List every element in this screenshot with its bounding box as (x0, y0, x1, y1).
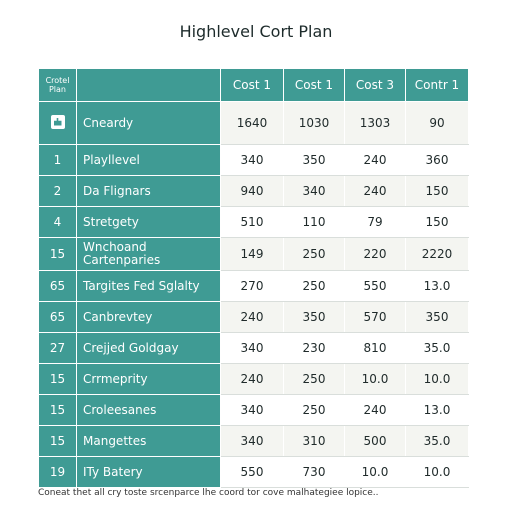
row-label: Canbrevtey (76, 301, 221, 333)
row-number: 15 (38, 237, 77, 271)
table-body: Cneardy 1640 1030 1303 90 1 Playllevel 340 350 24… (38, 101, 469, 488)
column-header[interactable]: Contr 1 (405, 68, 469, 102)
row-label: Mangettes (76, 425, 221, 457)
table-cell: 149 (220, 237, 284, 271)
table-cell: 340 (220, 425, 284, 457)
table-cell: 1303 (344, 101, 406, 145)
table-cell: 810 (344, 332, 406, 364)
table-cell: 250 (283, 237, 345, 271)
table-cell: 940 (220, 175, 284, 207)
table-cell: 13.0 (405, 270, 469, 302)
table-cell: 2220 (405, 237, 469, 271)
column-header[interactable]: Cost 1 (283, 68, 345, 102)
column-header[interactable]: Cost 3 (344, 68, 406, 102)
table-cell: 350 (283, 144, 345, 176)
row-number: 65 (38, 301, 77, 333)
table-row[interactable]: 65 Targites Fed Sglalty 270 250 550 13.0 (38, 270, 469, 302)
table-cell: 10.0 (344, 363, 406, 395)
table-cell: 110 (283, 206, 345, 238)
table-row[interactable]: 27 Crejjed Goldgay 340 230 810 35.0 (38, 332, 469, 364)
row-label: Croleesanes (76, 394, 221, 426)
table-cell: 10.0 (405, 363, 469, 395)
row-label: ITy Batery (76, 456, 221, 488)
table-row[interactable]: 2 Da Flignars 940 340 240 150 (38, 175, 469, 207)
table-cell: 240 (344, 175, 406, 207)
table-cell: 90 (405, 101, 469, 145)
row-label: Cneardy (76, 101, 221, 145)
table-row[interactable]: Cneardy 1640 1030 1303 90 (38, 101, 469, 145)
row-number (38, 101, 77, 145)
table-cell: 13.0 (405, 394, 469, 426)
row-number: 15 (38, 425, 77, 457)
table-cell: 550 (220, 456, 284, 488)
column-header[interactable]: Cost 1 (220, 68, 284, 102)
table-cell: 340 (220, 332, 284, 364)
table-cell: 340 (220, 394, 284, 426)
row-number: 4 (38, 206, 77, 238)
table-header: Crotel Plan Cost 1 Cost 1 Cost 3 Contr 1 (38, 68, 469, 102)
table-cell: 240 (344, 394, 406, 426)
table-row[interactable]: 15 Croleesanes 340 250 240 13.0 (38, 394, 469, 426)
row-number: 65 (38, 270, 77, 302)
table-cell: 230 (283, 332, 345, 364)
table-cell: 79 (344, 206, 406, 238)
table-cell: 730 (283, 456, 345, 488)
row-label: Wnchoand Cartenparies (76, 237, 221, 271)
header-corner: Crotel Plan (38, 68, 77, 102)
table-cell: 350 (283, 301, 345, 333)
table-cell: 150 (405, 206, 469, 238)
table-cell: 340 (220, 144, 284, 176)
table-row[interactable]: 65 Canbrevtey 240 350 570 350 (38, 301, 469, 333)
building-icon (50, 114, 65, 129)
table-cell: 270 (220, 270, 284, 302)
row-label: Stretgety (76, 206, 221, 238)
table-cell: 220 (344, 237, 406, 271)
table-cell: 150 (405, 175, 469, 207)
table-row[interactable]: 4 Stretgety 510 110 79 150 (38, 206, 469, 238)
table-row[interactable]: 15 Wnchoand Cartenparies 149 250 220 2220 (38, 237, 469, 271)
table-row[interactable]: 1 Playllevel 340 350 240 360 (38, 144, 469, 176)
page-title: Highlevel Cort Plan (179, 22, 333, 41)
table-cell: 250 (283, 394, 345, 426)
row-number: 19 (38, 456, 77, 488)
table-cell: 570 (344, 301, 406, 333)
row-label: Crejjed Goldgay (76, 332, 221, 364)
table-cell: 340 (283, 175, 345, 207)
table-cell: 350 (405, 301, 469, 333)
table-cell: 500 (344, 425, 406, 457)
table-row[interactable]: 15 Mangettes 340 310 500 35.0 (38, 425, 469, 457)
table-cell: 550 (344, 270, 406, 302)
row-number: 15 (38, 363, 77, 395)
footnote: Coneat thet all cry toste srcenparce lhe… (38, 488, 379, 498)
table-row[interactable]: 19 ITy Batery 550 730 10.0 10.0 (38, 456, 469, 488)
table-cell: 310 (283, 425, 345, 457)
row-number: 2 (38, 175, 77, 207)
table-cell: 360 (405, 144, 469, 176)
row-label: Targites Fed Sglalty (76, 270, 221, 302)
table-cell: 240 (344, 144, 406, 176)
row-label: Da Flignars (76, 175, 221, 207)
table-cell: 35.0 (405, 425, 469, 457)
table-cell: 10.0 (405, 456, 469, 488)
table-cell: 10.0 (344, 456, 406, 488)
table-row[interactable]: 15 Crrmeprity 240 250 10.0 10.0 (38, 363, 469, 395)
header-blank (76, 68, 221, 102)
cost-plan-table: Crotel Plan Cost 1 Cost 1 Cost 3 Contr 1… (38, 68, 469, 488)
table-cell: 1030 (283, 101, 345, 145)
table-cell: 1640 (220, 101, 284, 145)
table-cell: 250 (283, 270, 345, 302)
row-number: 27 (38, 332, 77, 364)
table-cell: 240 (220, 363, 284, 395)
table-cell: 35.0 (405, 332, 469, 364)
row-label: Crrmeprity (76, 363, 221, 395)
table-cell: 510 (220, 206, 284, 238)
row-label: Playllevel (76, 144, 221, 176)
table-cell: 240 (220, 301, 284, 333)
row-number: 1 (38, 144, 77, 176)
row-number: 15 (38, 394, 77, 426)
table-cell: 250 (283, 363, 345, 395)
